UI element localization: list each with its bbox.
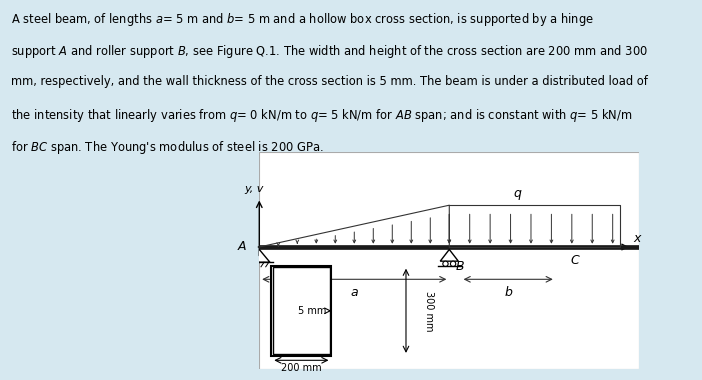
Bar [259, 245, 640, 249]
Polygon shape [440, 249, 458, 261]
Text: the intensity that linearly varies from $q$= 0 kN/m to $q$= 5 kN/m for $AB$ span: the intensity that linearly varies from … [11, 107, 632, 124]
Text: q: q [514, 187, 522, 200]
Circle shape [443, 261, 448, 266]
Text: A: A [237, 241, 246, 253]
Text: C: C [571, 254, 580, 267]
Bar [273, 267, 330, 354]
Circle shape [451, 261, 456, 266]
Bar [272, 266, 331, 356]
Text: 200 mm: 200 mm [281, 363, 322, 373]
Text: 5 mm: 5 mm [298, 306, 326, 316]
Text: b: b [504, 286, 512, 299]
Text: for $BC$ span. The Young's modulus of steel is 200 GPa.: for $BC$ span. The Young's modulus of st… [11, 139, 323, 156]
Text: B: B [456, 260, 465, 273]
Text: x: x [634, 232, 641, 245]
Text: mm, respectively, and the wall thickness of the cross section is 5 mm. The beam : mm, respectively, and the wall thickness… [11, 75, 647, 88]
Text: y, v: y, v [244, 184, 263, 194]
Text: A steel beam, of lengths $a$= 5 m and $b$= 5 m and a hollow box cross section, i: A steel beam, of lengths $a$= 5 m and $b… [11, 11, 593, 28]
Text: 300 mm: 300 mm [423, 291, 434, 331]
Polygon shape [249, 249, 270, 262]
Text: a: a [350, 286, 358, 299]
Text: support $A$ and roller support $B$, see Figure Q.1. The width and height of the : support $A$ and roller support $B$, see … [11, 43, 647, 60]
